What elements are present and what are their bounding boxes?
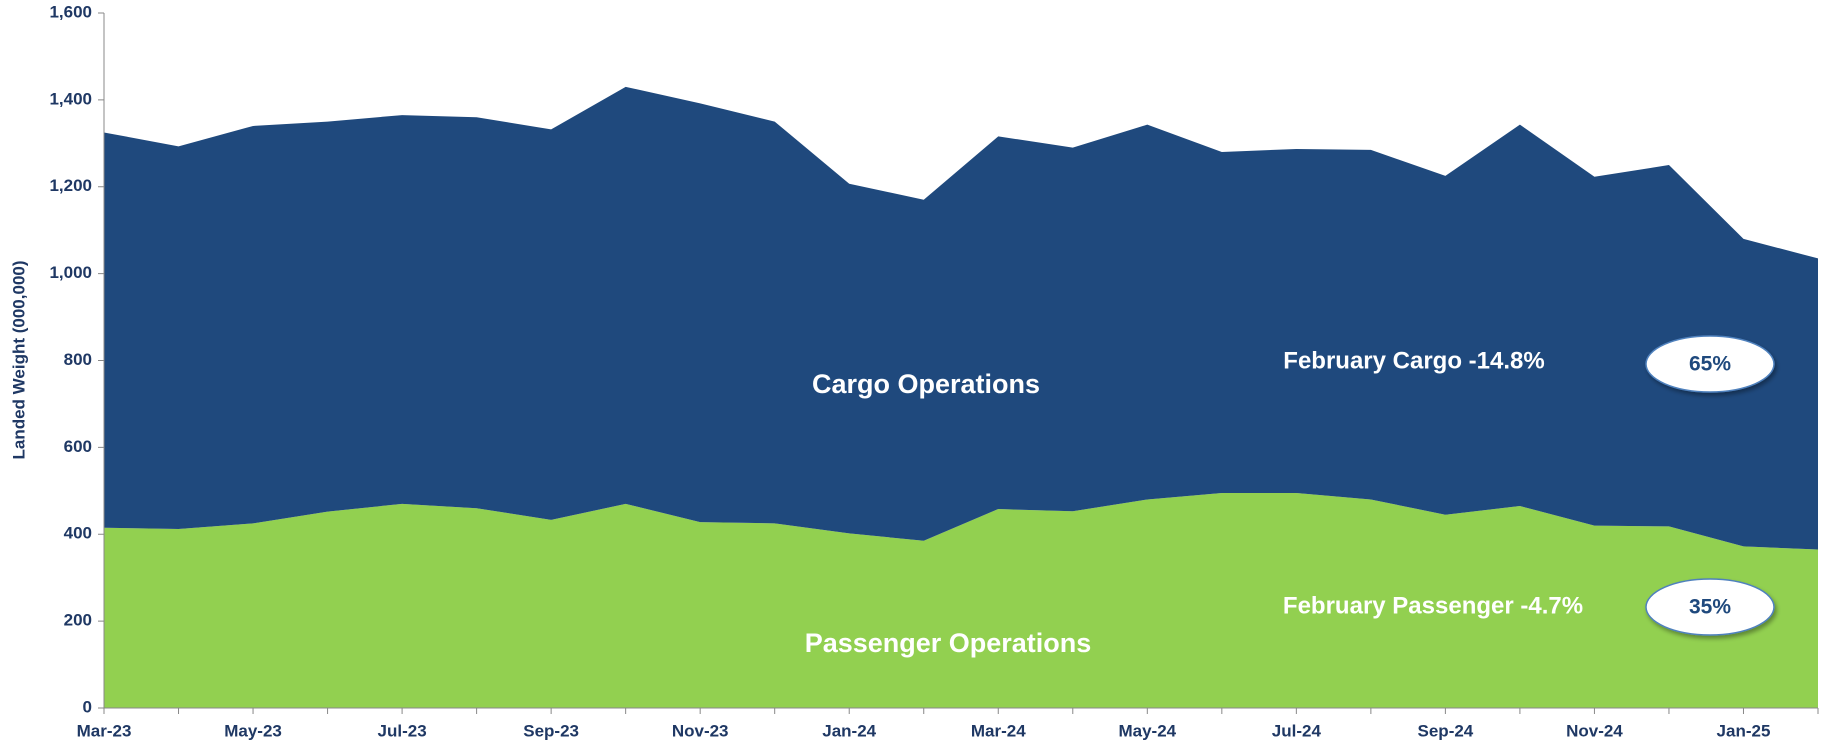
area (104, 86, 1818, 550)
y-tick-label: 200 (64, 611, 92, 630)
x-tick-label: Jul-24 (1272, 721, 1322, 740)
x-tick-label: Jan-25 (1717, 721, 1771, 740)
x-tick-label: Nov-23 (672, 721, 729, 740)
y-tick-label: 600 (64, 437, 92, 456)
x-tick-label: Mar-24 (971, 721, 1026, 740)
cargo-annotation: February Cargo -14.8% (1283, 347, 1544, 374)
passenger-share: 35% (1689, 596, 1731, 619)
x-tick-label: Jan-24 (822, 721, 876, 740)
y-tick-label: 1,600 (49, 2, 92, 21)
badge (1645, 578, 1775, 636)
area (104, 492, 1818, 708)
y-axis-label: Landed Weight (000,000) (9, 260, 28, 459)
y-tick-label: 0 (83, 697, 92, 716)
passenger-label: Passenger Operations (805, 628, 1092, 658)
x-tick-label: May-24 (1118, 721, 1176, 740)
areas (104, 86, 1818, 708)
cargo-share: 65% (1689, 353, 1731, 376)
x-tick-label: Sep-23 (523, 721, 579, 740)
x-tick-label: May-23 (224, 721, 282, 740)
badge (1645, 335, 1775, 393)
y-tick-label: 400 (64, 524, 92, 543)
cargo-label: Cargo Operations (812, 369, 1040, 399)
x-tick-label: Nov-24 (1566, 721, 1623, 740)
y-tick-label: 1,000 (49, 263, 92, 282)
x-tick-label: Mar-23 (77, 721, 132, 740)
y-tick-label: 1,200 (49, 176, 92, 195)
x-tick-label: Sep-24 (1418, 721, 1474, 740)
y-tick-label: 1,400 (49, 89, 92, 108)
passenger-annotation: February Passenger -4.7% (1283, 592, 1583, 619)
y-tick-label: 800 (64, 350, 92, 369)
x-tick-label: Jul-23 (378, 721, 427, 740)
